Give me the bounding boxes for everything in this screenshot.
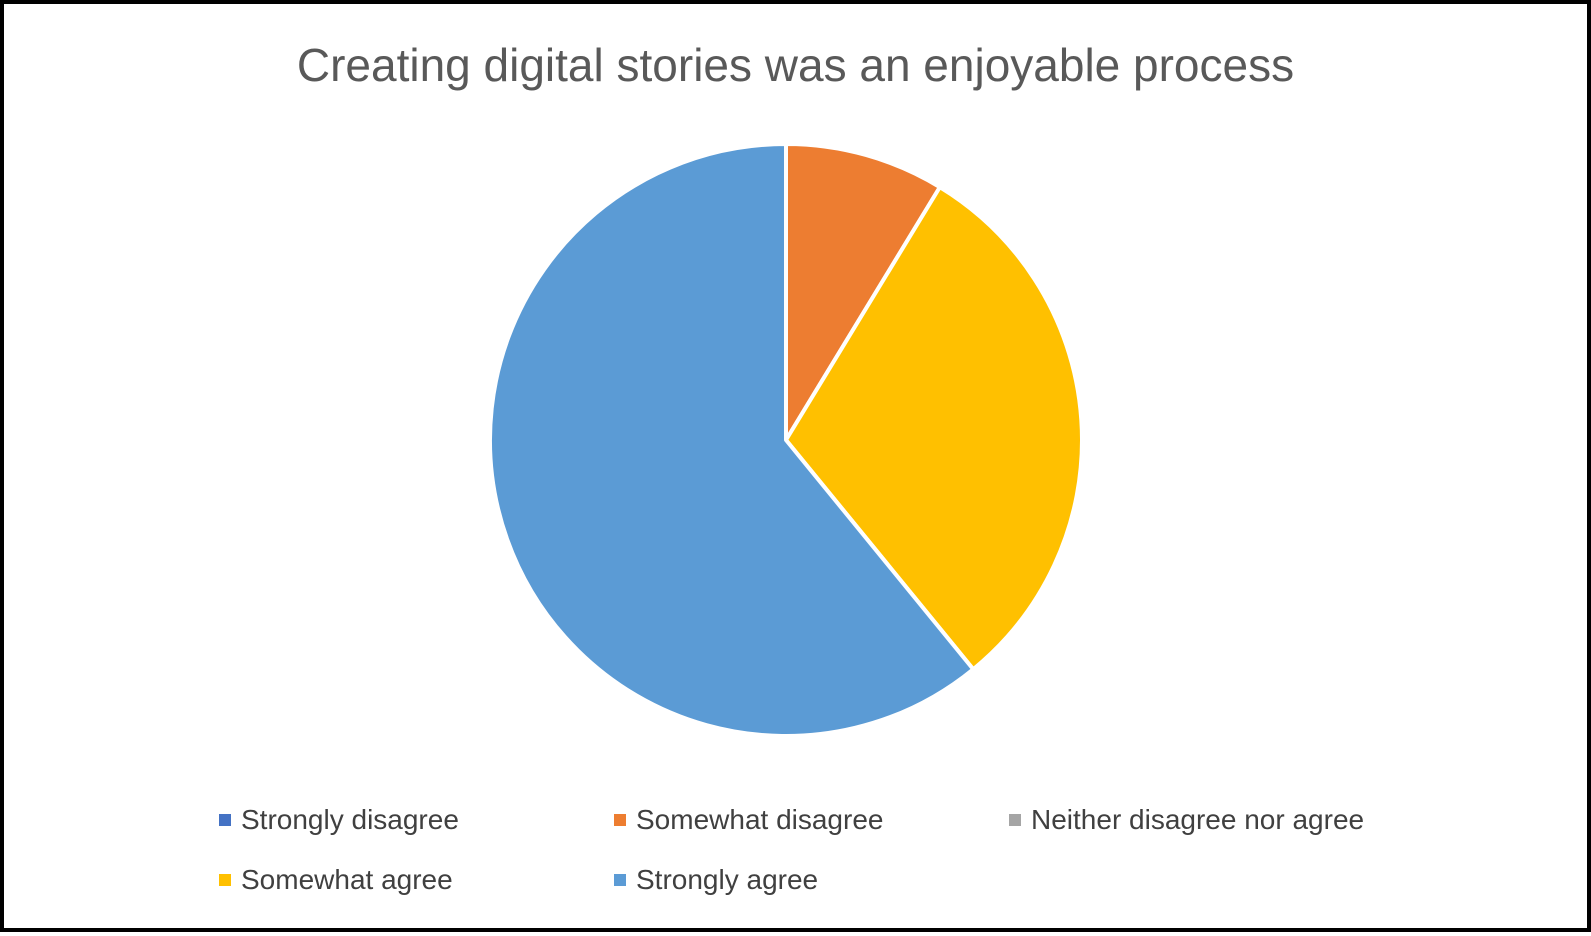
legend-label: Strongly agree xyxy=(636,864,819,895)
legend-label: Somewhat disagree xyxy=(636,804,884,835)
chart-title: Creating digital stories was an enjoyabl… xyxy=(296,39,1295,91)
legend-item-strongly-agree: Strongly agree xyxy=(614,864,1009,896)
legend-item-neither: Neither disagree nor agree xyxy=(1009,804,1404,836)
legend-item-strongly-disagree: Strongly disagree xyxy=(219,804,614,836)
legend-item-somewhat-disagree: Somewhat disagree xyxy=(614,804,1009,836)
pie-slice-strongly-agree xyxy=(488,142,976,738)
legend-swatch xyxy=(1009,814,1021,826)
pie-slice-somewhat-agree xyxy=(784,185,1084,672)
pie-chart xyxy=(488,142,1084,738)
legend-row: Somewhat agree Strongly agree xyxy=(219,850,1439,910)
legend-label: Somewhat agree xyxy=(241,864,453,895)
legend-swatch xyxy=(614,874,626,886)
legend-swatch xyxy=(614,814,626,826)
legend-label: Strongly disagree xyxy=(241,804,459,835)
pie-slice-somewhat-disagree xyxy=(784,142,942,442)
legend-swatch xyxy=(219,874,231,886)
legend-item-somewhat-agree: Somewhat agree xyxy=(219,864,614,896)
chart-legend: Strongly disagree Somewhat disagree Neit… xyxy=(219,790,1439,910)
legend-swatch xyxy=(219,814,231,826)
legend-label: Neither disagree nor agree xyxy=(1031,804,1365,835)
legend-row: Strongly disagree Somewhat disagree Neit… xyxy=(219,790,1439,850)
